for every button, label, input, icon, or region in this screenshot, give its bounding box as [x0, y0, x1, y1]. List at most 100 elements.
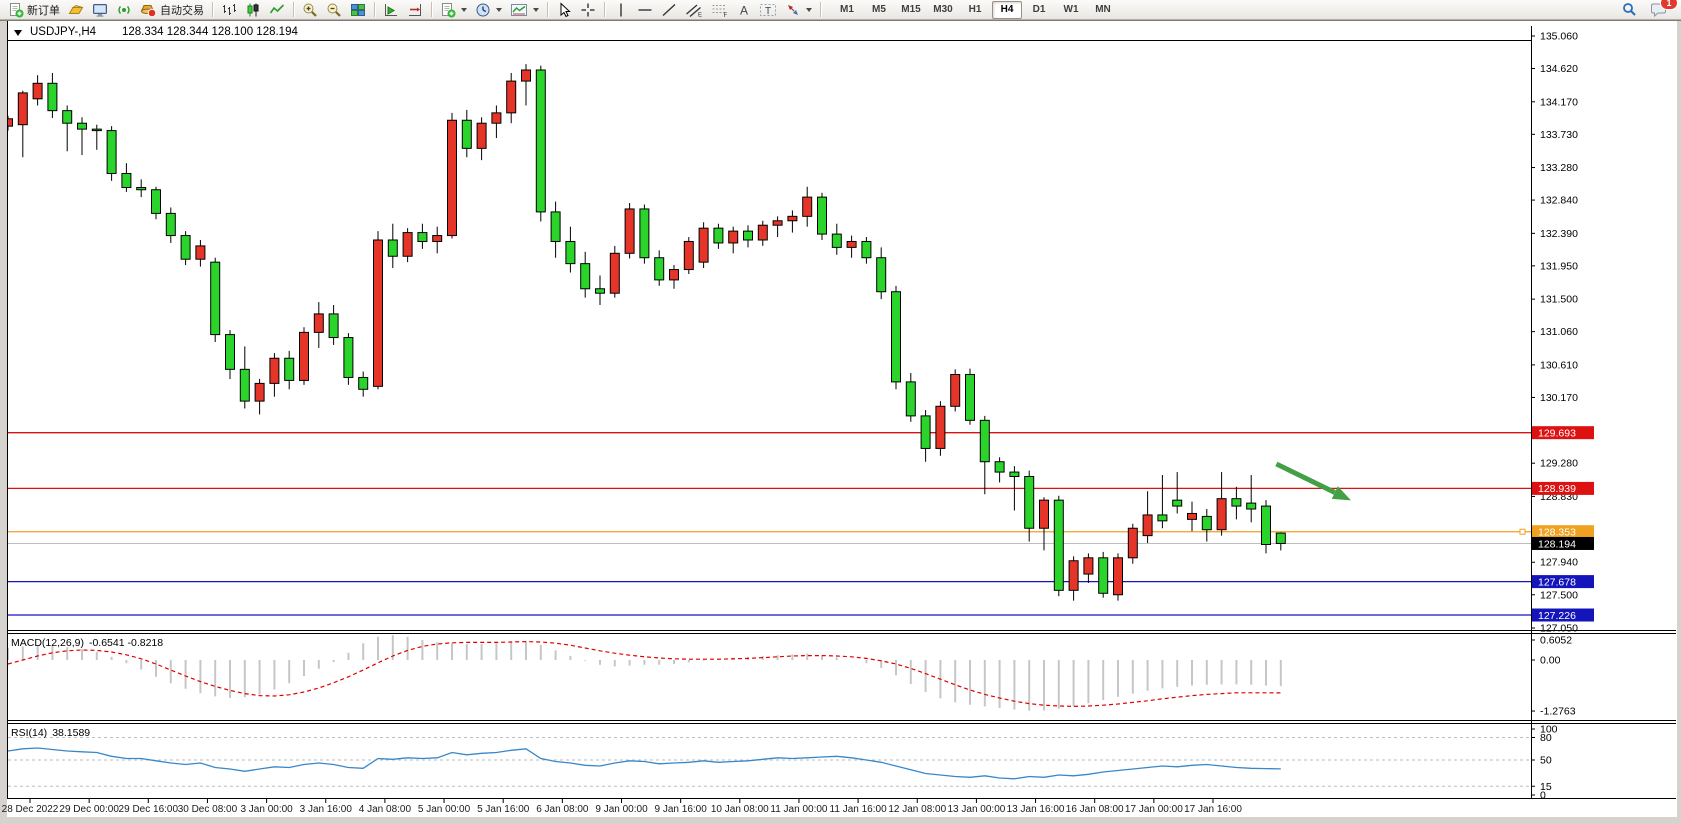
timeframe-D1[interactable]: D1 — [1032, 3, 1046, 15]
cursor-icon — [556, 1, 572, 18]
candle — [432, 226, 443, 254]
main-toolbar: 新订单 自动交易 E F A T M1 M5 M15 M30 H1 H4 D1 W1 MN 1 — [0, 0, 1681, 20]
timeframe-M15[interactable]: M15 — [901, 3, 921, 15]
new-order-button[interactable]: 新订单 — [4, 0, 64, 20]
arrows-button[interactable] — [781, 0, 816, 20]
periods-button[interactable] — [471, 0, 506, 20]
cursor-button[interactable] — [552, 0, 576, 20]
macd-label-group: MACD(12,26,9) -0.6541 -0.8218 — [11, 637, 163, 649]
macd-axis-label: -1.2763 — [1540, 706, 1576, 718]
candle — [891, 285, 901, 390]
candle — [624, 203, 635, 259]
new-chart-button[interactable] — [436, 0, 471, 20]
zoom-out-button[interactable] — [322, 0, 346, 20]
candle — [550, 201, 561, 258]
search-button[interactable] — [1618, 0, 1641, 20]
timeframe-MN[interactable]: MN — [1095, 3, 1111, 15]
candle — [121, 163, 132, 192]
candle — [1113, 553, 1123, 601]
trend-arrow[interactable] — [1275, 461, 1351, 501]
svg-text:129.693: 129.693 — [1538, 427, 1576, 439]
terminal-button[interactable] — [88, 0, 112, 20]
candle — [506, 72, 517, 124]
candle — [91, 124, 102, 150]
timeframe-H4[interactable]: H4 — [992, 0, 1022, 19]
candle-chart-button[interactable] — [241, 0, 265, 20]
price-axis-label: 127.050 — [1540, 623, 1578, 635]
trendline-button[interactable] — [657, 0, 681, 20]
zoom-in-button[interactable] — [298, 0, 322, 20]
timeframe-M30[interactable]: M30 — [933, 3, 953, 15]
candle — [1231, 486, 1242, 520]
candle — [713, 223, 724, 249]
templates-button[interactable] — [506, 0, 543, 20]
candle — [447, 112, 457, 239]
candle — [313, 302, 324, 348]
signals-button[interactable] — [112, 0, 136, 20]
price-line-label: 128.939 — [1532, 481, 1594, 495]
chart-window-bg — [0, 20, 1681, 824]
candle — [935, 401, 946, 456]
price-axis-label: 127.940 — [1540, 557, 1578, 569]
candle — [210, 257, 221, 342]
candle — [254, 378, 265, 415]
price-axis-label: 132.840 — [1540, 195, 1578, 207]
vline-icon — [613, 2, 629, 18]
time-axis-label: 17 Jan 16:00 — [1184, 804, 1242, 815]
candle — [328, 305, 339, 345]
tile-windows-button[interactable] — [346, 0, 370, 20]
search-icon — [1623, 3, 1636, 16]
autotrading-button[interactable]: 自动交易 — [136, 0, 208, 20]
market-gold-button[interactable] — [64, 0, 88, 20]
crosshair-button[interactable] — [576, 0, 600, 20]
zoom-in-icon — [302, 2, 318, 18]
chart-shift-button[interactable] — [403, 0, 427, 20]
price-axis-label: 131.500 — [1540, 294, 1578, 306]
rsi-axis-label: 100 — [1540, 724, 1558, 736]
label-button[interactable]: T — [755, 0, 781, 20]
candle — [817, 192, 827, 240]
dropdown-caret-icon — [461, 7, 467, 12]
macd-pane-layer — [7, 635, 1282, 711]
rsi-axis-label: 80 — [1540, 732, 1552, 744]
chart-menu-triangle-icon[interactable] — [14, 30, 22, 36]
toolbar-separator — [604, 2, 605, 17]
time-axis-label: 3 Jan 00:00 — [240, 804, 293, 815]
candle — [521, 64, 531, 106]
annotations-layer — [1275, 461, 1351, 501]
candle — [387, 223, 398, 269]
autotrading-button-label: 自动交易 — [160, 4, 204, 17]
candle — [1261, 500, 1271, 554]
dropdown-caret-icon — [496, 7, 502, 12]
time-axis-label: 6 Jan 08:00 — [536, 804, 589, 815]
time-axis-label: 5 Jan 16:00 — [477, 804, 530, 815]
timeframe-H1[interactable]: H1 — [968, 3, 982, 15]
candle — [698, 222, 709, 269]
candle — [1172, 472, 1183, 514]
chart-title-bar — [8, 21, 1531, 40]
channel-button[interactable]: E — [681, 0, 707, 20]
fibo-icon: F — [711, 2, 729, 18]
timeframe-M5[interactable]: M5 — [872, 3, 886, 15]
candle — [831, 223, 842, 255]
auto-scroll-button[interactable] — [379, 0, 403, 20]
hline-icon — [637, 2, 653, 18]
horizontal-line-button[interactable] — [633, 0, 657, 20]
vertical-line-button[interactable] — [609, 0, 633, 20]
label-t-icon: T — [759, 2, 777, 18]
timeframe-W1[interactable]: W1 — [1063, 3, 1079, 15]
timeframe-M1[interactable]: M1 — [840, 3, 854, 15]
price-axis-label: 131.060 — [1540, 326, 1578, 338]
line-handle[interactable] — [1519, 528, 1526, 535]
fibonacci-button[interactable]: F — [707, 0, 733, 20]
candle — [1201, 509, 1212, 542]
notifications-button[interactable]: 1 — [1647, 0, 1677, 20]
candle — [373, 231, 383, 390]
text-button[interactable]: A — [733, 0, 755, 20]
bar-chart-button[interactable] — [217, 0, 241, 20]
line-chart-button[interactable] — [265, 0, 289, 20]
price-axis-label: 135.060 — [1540, 31, 1578, 43]
candle — [580, 251, 591, 298]
candle — [920, 409, 931, 462]
